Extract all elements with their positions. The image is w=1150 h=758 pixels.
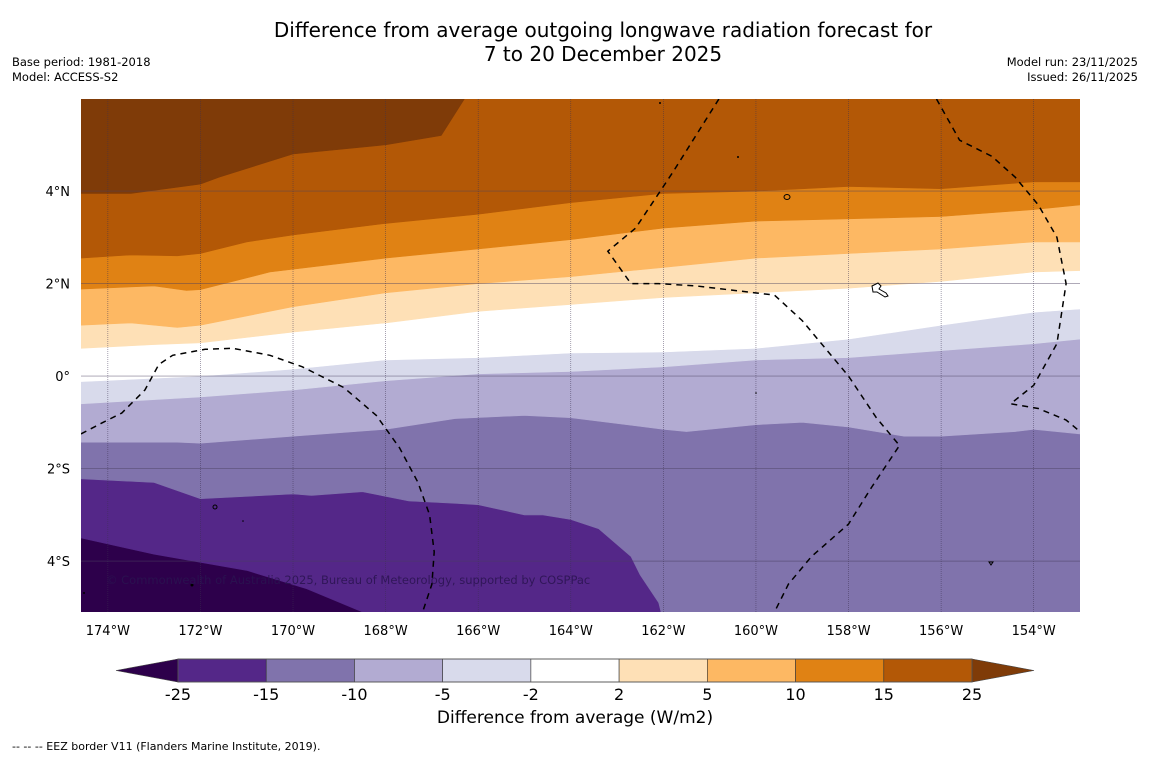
colorbar-tick-label: 15	[874, 685, 894, 704]
colorbar-segment	[442, 658, 532, 683]
meta-left: Base period: 1981-2018 Model: ACCESS-S2	[12, 55, 151, 85]
island	[737, 156, 739, 158]
colorbar-tick-label: -10	[341, 685, 367, 704]
island	[190, 583, 194, 587]
island	[83, 592, 85, 594]
model-name: Model: ACCESS-S2	[12, 70, 119, 84]
meta-right: Model run: 23/11/2025 Issued: 26/11/2025	[1007, 55, 1138, 85]
island	[212, 504, 218, 510]
island	[659, 102, 661, 104]
colorbar-segment	[707, 658, 796, 683]
copyright-text: © Commonwealth of Australia 2025, Bureau…	[106, 573, 590, 587]
colorbar-segment	[265, 658, 355, 683]
lat-tick-labels: 4°N 2°N 0° 2°S 4°S	[46, 185, 71, 570]
lat-tick-label: 0°	[55, 370, 70, 385]
issued-date: Issued: 26/11/2025	[1027, 70, 1138, 84]
lon-tick-label: 172°W	[178, 624, 222, 639]
model-run: Model run: 23/11/2025	[1006, 55, 1138, 69]
colorbar-segment	[530, 658, 620, 683]
eez-border-line	[606, 99, 901, 612]
title-line-1: Difference from average outgoing longwav…	[273, 18, 933, 42]
island	[242, 520, 244, 522]
lon-tick-label: 164°W	[549, 624, 593, 639]
lat-tick-label: 4°N	[46, 185, 71, 200]
colorbar-tick-label: -5	[435, 685, 451, 704]
lat-tick-label: 4°S	[47, 555, 70, 570]
colorbar-tick-label: 25	[962, 685, 982, 704]
graticule	[81, 99, 1080, 612]
lon-tick-label: 166°W	[456, 624, 500, 639]
colorbar-title: Difference from average (W/m2)	[436, 708, 714, 728]
colorbar: -25 -15 -10 -5 -2 2 5 10 15 25	[115, 658, 1035, 704]
island	[988, 561, 994, 566]
lon-tick-labels: 174°W 172°W 170°W 168°W 166°W 164°W 162°W 160°W…	[86, 624, 1056, 639]
colorbar-tick-label: 5	[702, 685, 712, 704]
colorbar-tick-label: -15	[253, 685, 279, 704]
colorbar-segment	[354, 658, 443, 683]
eez-border-line	[935, 99, 1080, 433]
colorbar-tick-label: 10	[785, 685, 805, 704]
lat-tick-label: 2°S	[47, 463, 70, 478]
lon-tick-label: 156°W	[919, 624, 963, 639]
colorbar-segment	[795, 658, 885, 683]
lon-tick-label: 160°W	[734, 624, 778, 639]
lon-tick-label: 170°W	[271, 624, 315, 639]
base-period: Base period: 1981-2018	[12, 55, 151, 69]
contour-bands	[81, 99, 1080, 612]
colorbar-segment	[177, 658, 267, 683]
lon-tick-label: 158°W	[826, 624, 870, 639]
lon-tick-label: 154°W	[1012, 624, 1056, 639]
lon-tick-label: 174°W	[86, 624, 130, 639]
lon-tick-label: 162°W	[641, 624, 685, 639]
colorbar-outline	[177, 658, 973, 683]
lat-tick-label: 2°N	[46, 278, 71, 293]
island	[755, 392, 757, 394]
colorbar-tick-label: -2	[523, 685, 539, 704]
colorbar-tick-label: 2	[614, 685, 624, 704]
colorbar-tick-label: -25	[165, 685, 191, 704]
eez-border-line	[81, 347, 435, 612]
colorbar-segment	[883, 658, 973, 683]
eez-borders	[81, 99, 1080, 612]
colorbar-under-arrow	[115, 658, 179, 683]
colorbar-segment	[618, 658, 708, 683]
island-kiritimati	[871, 282, 889, 298]
island	[783, 194, 791, 200]
lon-tick-label: 168°W	[364, 624, 408, 639]
islands	[83, 102, 994, 594]
eez-legend-note: -- -- -- EEZ border V11 (Flanders Marine…	[12, 740, 321, 753]
title-line-2: 7 to 20 December 2025	[483, 42, 723, 66]
chart-title: Difference from average outgoing longwav…	[0, 18, 1150, 66]
colorbar-over-arrow	[971, 658, 1035, 683]
